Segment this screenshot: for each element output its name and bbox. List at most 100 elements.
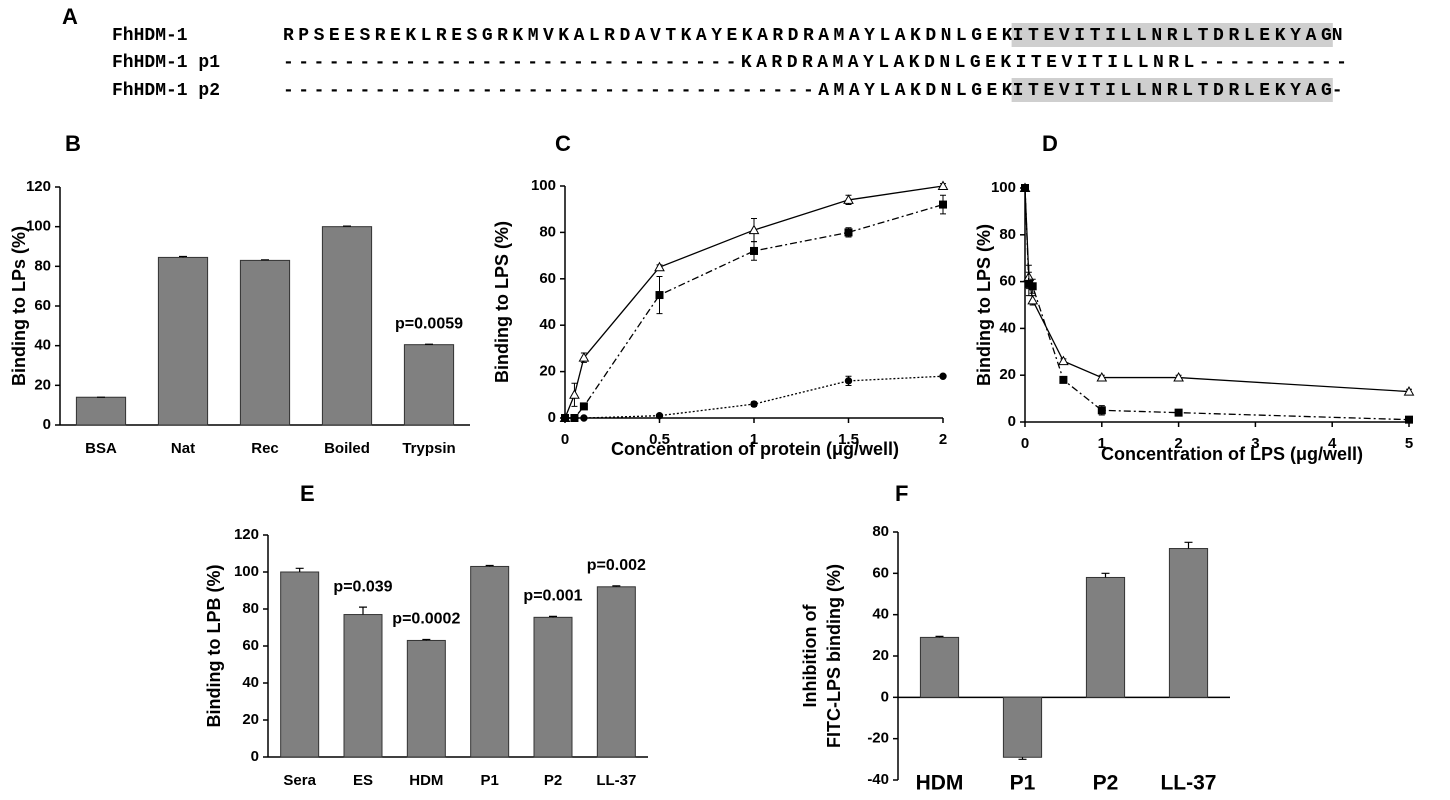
bar: [596, 586, 636, 758]
y-tick-label: 20: [999, 366, 1016, 383]
x-tick-label: Sera: [283, 772, 316, 789]
y-tick-label: 40: [34, 337, 51, 354]
x-tick-label: 2: [939, 431, 947, 448]
marker: [843, 194, 854, 204]
y-tick-label: -20: [867, 730, 889, 747]
y-tick-label: 20: [872, 647, 889, 664]
x-tick-label: BSA: [85, 440, 117, 457]
y-tick-label: 60: [872, 564, 889, 581]
panel-label: A: [62, 4, 78, 29]
x-tick-label: LL-37: [596, 772, 636, 789]
x-tick-label: Trypsin: [402, 440, 455, 457]
sequence: N: [1332, 26, 1343, 46]
x-tick-label: 1: [1098, 435, 1106, 452]
y-tick-label: 100: [991, 179, 1016, 196]
x-tick-label: 4: [1328, 435, 1337, 452]
y-axis-title: Binding to LPs (%): [9, 226, 29, 386]
y-tick-label: 60: [242, 637, 259, 654]
panel-label: D: [1042, 131, 1058, 156]
sequence-name: FhHDM-1 p2: [112, 81, 220, 101]
bar: [403, 344, 455, 426]
y-tick-label: 100: [234, 563, 259, 580]
y-tick-label: 100: [531, 177, 556, 194]
x-tick-label: HDM: [409, 772, 443, 789]
error-bar: [295, 567, 304, 572]
marker: [1097, 406, 1106, 415]
y-tick-label: 20: [34, 376, 51, 393]
annotation: p=0.0059: [395, 315, 463, 332]
marker: [580, 414, 588, 422]
y-axis-title: Inhibition of: [800, 604, 820, 708]
y-tick-label: 0: [251, 748, 259, 765]
bar: [321, 226, 373, 426]
error-bar: [1018, 757, 1027, 760]
y-tick-label: 20: [539, 363, 556, 380]
marker: [939, 372, 947, 380]
panel-label: E: [300, 481, 315, 506]
x-tick-label: P1: [1010, 772, 1036, 795]
error-bar: [359, 606, 367, 615]
x-tick-label: 3: [1251, 435, 1259, 452]
y-tick-label: 80: [34, 257, 51, 274]
panel-label: C: [555, 131, 571, 156]
marker: [937, 180, 949, 190]
x-tick-label: Boiled: [324, 440, 370, 457]
marker: [561, 414, 569, 422]
y-axis-title: Binding to LPS (%): [974, 224, 994, 386]
annotation: p=0.001: [523, 588, 582, 605]
marker: [579, 402, 588, 411]
y-tick-label: 80: [999, 226, 1016, 243]
marker: [750, 400, 758, 408]
marker: [655, 291, 664, 300]
x-tick-label: Nat: [171, 440, 195, 457]
bar: [1002, 696, 1043, 758]
x-tick-label: 1.5: [838, 431, 859, 448]
y-tick-label: 80: [242, 600, 259, 617]
marker: [1021, 184, 1029, 192]
series-line: [1024, 187, 1410, 421]
bar: [406, 639, 446, 758]
marker: [844, 377, 853, 385]
sequence: ------------------------------KARDRAMAYL…: [283, 53, 1347, 73]
x-tick-label: LL-37: [1160, 772, 1216, 795]
y-tick-label: 100: [26, 218, 51, 235]
y-tick-label: -40: [867, 771, 889, 788]
error-bar: [261, 259, 269, 261]
x-tick-label: 5: [1405, 435, 1413, 452]
x-tick-label: 0: [561, 431, 569, 448]
marker: [1403, 386, 1415, 396]
marker: [1058, 355, 1069, 366]
bar: [919, 636, 960, 698]
bar: [343, 614, 383, 758]
y-tick-label: 60: [34, 297, 51, 314]
error-bar: [612, 585, 621, 587]
x-axis-title: Concentration of LPS (μg/well): [1101, 444, 1363, 464]
marker: [1173, 372, 1184, 382]
marker: [578, 352, 590, 362]
marker: [1405, 415, 1413, 424]
marker: [1059, 375, 1068, 384]
y-tick-label: 40: [999, 319, 1016, 336]
x-tick-label: P1: [480, 772, 498, 789]
error-bar: [422, 638, 431, 641]
bar: [75, 396, 127, 426]
x-tick-label: 1: [750, 431, 758, 448]
y-tick-label: 0: [881, 688, 889, 705]
y-tick-label: 40: [242, 674, 259, 691]
x-axis-title: Concentration of protein (μg/well): [611, 439, 899, 459]
annotation: p=0.0002: [392, 611, 460, 628]
error-bar: [935, 635, 944, 638]
error-bar: [1184, 541, 1193, 549]
y-tick-label: 40: [539, 316, 556, 333]
y-tick-label: 120: [234, 526, 259, 543]
error-bar: [1101, 572, 1110, 578]
marker: [655, 411, 664, 420]
y-tick-label: 80: [872, 523, 889, 540]
panel-label: B: [65, 131, 81, 156]
marker: [1174, 408, 1183, 417]
y-axis-title: Binding to LPS (%): [492, 221, 512, 383]
x-tick-label: P2: [1093, 772, 1119, 795]
bar: [280, 571, 320, 758]
annotation: p=0.039: [333, 578, 392, 595]
